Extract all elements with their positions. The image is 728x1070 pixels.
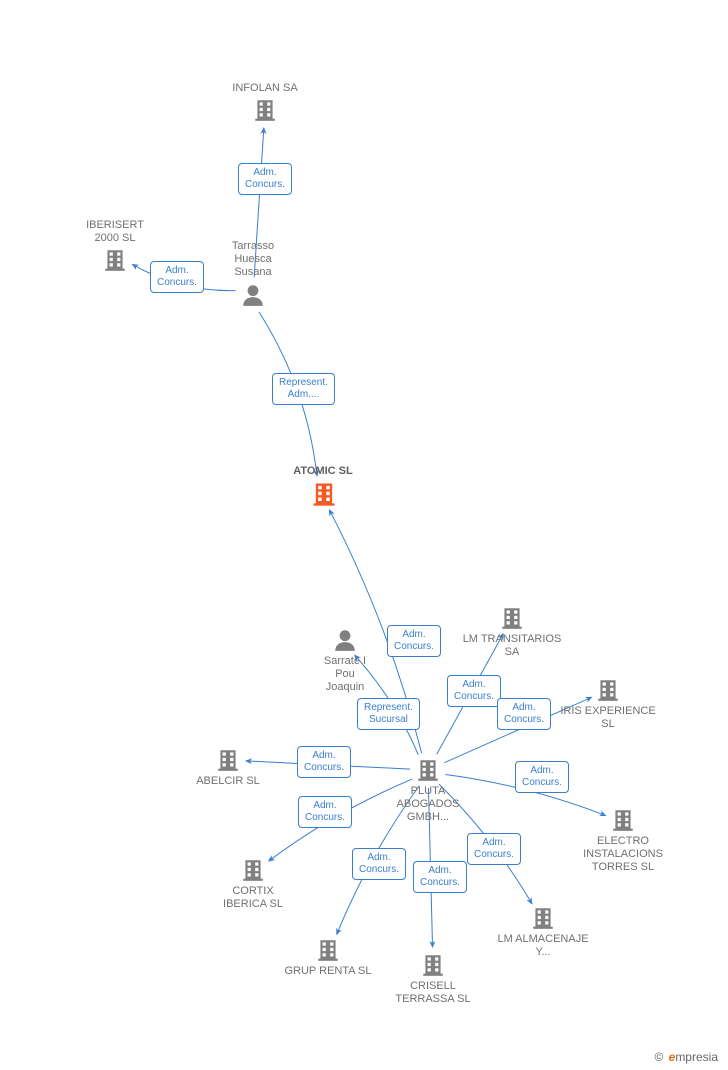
edge [269, 779, 413, 861]
edge [246, 761, 410, 769]
diagram-canvas [0, 0, 728, 1070]
edge [329, 510, 421, 753]
edge [428, 788, 432, 947]
edge [337, 786, 420, 935]
edge [254, 128, 264, 277]
brand-rest: mpresia [675, 1050, 718, 1064]
edge [259, 312, 317, 476]
footer-brand: © empresia [654, 1050, 718, 1064]
edge [445, 774, 605, 815]
edge [439, 784, 532, 904]
edge [132, 264, 235, 290]
edge [444, 697, 591, 762]
copyright-symbol: © [654, 1050, 663, 1064]
edge [437, 634, 504, 754]
